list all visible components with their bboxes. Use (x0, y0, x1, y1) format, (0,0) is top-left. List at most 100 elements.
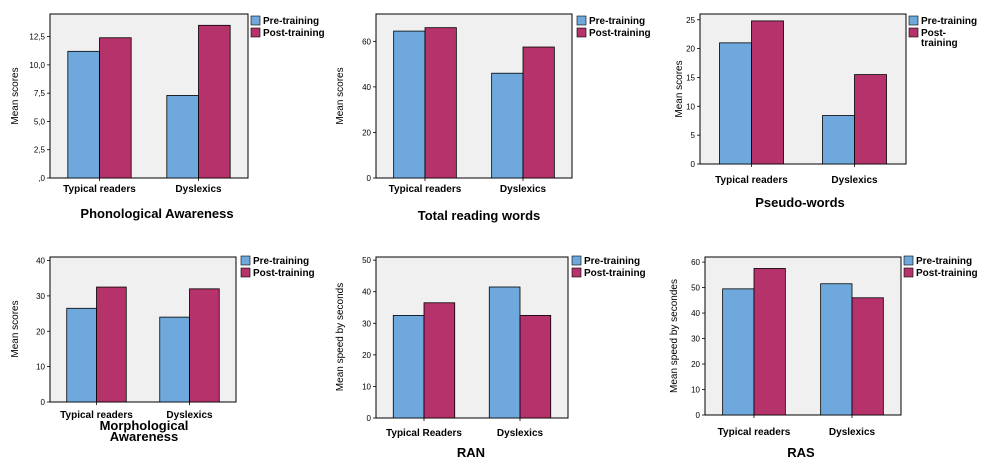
y-tick-label: 0 (696, 411, 701, 420)
chart-title: RAS (787, 445, 815, 460)
category-label: Dyslexics (175, 184, 222, 195)
legend-label: Pre-training (584, 256, 640, 267)
y-axis-label: Mean scores (10, 300, 21, 357)
legend-label: Post-training (589, 28, 651, 39)
y-tick-label: 12,5 (29, 33, 45, 42)
chart-title: Awareness (110, 429, 178, 444)
y-tick-label: ,0 (38, 174, 45, 183)
y-tick-label: 40 (362, 288, 371, 297)
bar-pre-training (67, 308, 97, 402)
bar-post-training (199, 25, 231, 178)
bar-pre-training (394, 31, 425, 178)
legend-label: Post-training (263, 28, 325, 39)
y-axis-label: Mean speed by secondes (669, 279, 680, 393)
bar-post-training (520, 315, 551, 418)
y-axis-label: Mean scores (674, 60, 685, 117)
y-tick-label: 20 (691, 360, 700, 369)
bar-post-training (754, 268, 785, 415)
chart-panel-4: 0 10 20 30 40 Mean scores Typical readers Dysle… (10, 256, 315, 444)
chart-panel-3: 0 5 10 15 20 25 Mean scores Typical readers Dysl… (674, 14, 977, 210)
category-label: Typical readers (715, 175, 788, 186)
legend-swatch-pre-training (909, 16, 918, 25)
category-label: Dyslexics (500, 184, 547, 195)
y-tick-label: 60 (362, 37, 371, 46)
bar-post-training (425, 28, 456, 178)
y-axis-label: Mean speed by seconds (335, 283, 346, 391)
y-tick-label: 30 (691, 335, 700, 344)
y-tick-label: 25 (686, 16, 695, 25)
bar-post-training (424, 303, 455, 418)
category-label: Dyslexics (831, 175, 878, 186)
bar-pre-training (492, 73, 523, 178)
y-tick-label: 60 (691, 258, 700, 267)
legend-label: Pre-training (253, 256, 309, 267)
bar-pre-training (393, 315, 424, 418)
y-tick-label: 10 (686, 102, 695, 111)
bar-post-training (523, 47, 554, 178)
y-tick-label: 7,5 (34, 89, 46, 98)
y-tick-label: 20 (686, 45, 695, 54)
y-tick-label: 10 (362, 382, 371, 391)
legend-swatch-post-training (251, 28, 260, 37)
y-tick-label: 30 (362, 319, 371, 328)
legend-label: Pre-training (921, 16, 977, 27)
bar-pre-training (167, 95, 199, 178)
category-label: Dyslexics (497, 428, 544, 439)
y-tick-label: 30 (36, 292, 45, 301)
legend-swatch-post-training (572, 268, 581, 277)
bar-post-training (100, 38, 132, 178)
y-tick-label: 5 (691, 131, 696, 140)
legend-label: Post-training (584, 268, 646, 279)
y-tick-label: 0 (367, 174, 372, 183)
chart-panel-6: 0 10 20 30 40 50 60 Mean speed by secondes Typic… (669, 256, 978, 460)
y-tick-label: 20 (362, 351, 371, 360)
y-tick-label: 15 (686, 73, 695, 82)
y-tick-label: 0 (41, 398, 46, 407)
y-tick-label: 40 (36, 257, 45, 266)
bar-post-training (190, 289, 220, 402)
legend-label: Post-training (916, 268, 978, 279)
y-tick-label: 0 (691, 160, 696, 169)
y-tick-label: 50 (362, 256, 371, 265)
category-label: Typical readers (63, 184, 136, 195)
y-tick-label: 5,0 (34, 117, 46, 126)
y-tick-label: 0 (367, 414, 372, 423)
chart-title: Total reading words (418, 208, 541, 223)
category-label: Dyslexics (829, 427, 876, 438)
y-axis-label: Mean scores (335, 67, 346, 124)
legend-swatch-pre-training (904, 256, 913, 265)
bar-pre-training (823, 116, 855, 164)
y-tick-label: 10 (36, 363, 45, 372)
bar-pre-training (821, 284, 852, 415)
bar-pre-training (723, 289, 754, 415)
y-axis-label: Mean scores (10, 67, 21, 124)
bar-post-training (852, 298, 883, 415)
y-tick-label: 10 (691, 386, 700, 395)
y-tick-label: 40 (691, 309, 700, 318)
bar-post-training (97, 287, 127, 402)
legend-label: Pre-training (589, 16, 645, 27)
bar-pre-training (489, 287, 520, 418)
bar-post-training (855, 75, 887, 164)
y-tick-label: 20 (36, 327, 45, 336)
legend-label: Pre-training (263, 16, 319, 27)
chart-panel-5: 0 10 20 30 40 50 Mean speed by seconds Typical … (335, 256, 646, 460)
y-tick-label: 50 (691, 284, 700, 293)
chart-panel-1: ,0 2,5 5,0 7,5 10,0 12,5 Mean scores Typical re… (10, 14, 325, 221)
bar-post-training (752, 21, 784, 164)
legend-label: Post-training (253, 268, 315, 279)
category-label: Typical readers (718, 427, 791, 438)
legend-swatch-pre-training (251, 16, 260, 25)
y-tick-label: 10,0 (29, 61, 45, 70)
y-tick-label: 40 (362, 83, 371, 92)
legend-swatch-pre-training (241, 256, 250, 265)
legend-swatch-post-training (577, 28, 586, 37)
legend-swatch-post-training (241, 268, 250, 277)
legend-label: training (921, 38, 958, 49)
chart-panel-2: 0 20 40 60 Mean scores Typical readers Dyslexi… (335, 14, 651, 223)
category-label: Typical readers (389, 184, 462, 195)
legend-swatch-post-training (909, 28, 918, 37)
legend-swatch-post-training (904, 268, 913, 277)
